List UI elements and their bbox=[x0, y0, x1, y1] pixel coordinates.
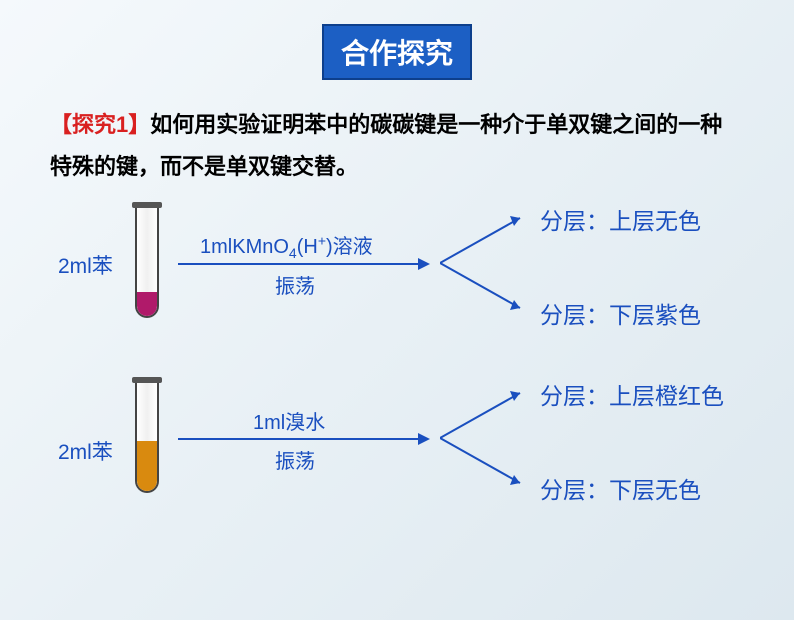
prompt-tag: 【探究1】 bbox=[50, 112, 150, 137]
exp2-branch bbox=[440, 383, 540, 503]
exp2-reagent-label: 1ml溴水 bbox=[253, 406, 325, 435]
title-box: 合作探究 bbox=[322, 24, 472, 80]
exp2-result-top: 分层：上层橙红色 bbox=[540, 377, 724, 411]
exp2-tube-cap bbox=[132, 377, 162, 383]
exp1-branch bbox=[440, 208, 540, 328]
title-text: 合作探究 bbox=[341, 38, 453, 69]
exp2-test-tube bbox=[135, 383, 159, 493]
exp1-action-label: 振荡 bbox=[275, 270, 315, 299]
prompt-paragraph: 【探究1】如何用实验证明苯中的碳碳键是一种介于单双键之间的一种特殊的键，而不是单… bbox=[50, 104, 744, 188]
exp2-tube-liquid bbox=[137, 441, 157, 491]
exp2-result-bottom: 分层：下层无色 bbox=[540, 471, 701, 505]
exp1-tube-cap bbox=[132, 202, 162, 208]
exp1-reagent-label: 1mlKMnO4(H+)溶液 bbox=[200, 230, 373, 261]
exp1-result-bottom: 分层：下层紫色 bbox=[540, 296, 701, 330]
exp2-action-label: 振荡 bbox=[275, 445, 315, 474]
exp2-left-label: 2ml苯 bbox=[58, 436, 113, 466]
exp1-arrow bbox=[178, 263, 428, 265]
exp1-left-label: 2ml苯 bbox=[58, 250, 113, 280]
exp1-tube-liquid bbox=[137, 292, 157, 316]
exp1-test-tube bbox=[135, 208, 159, 318]
diagram-area: 2ml苯 1mlKMnO4(H+)溶液 振荡 分层：上层无色 分层：下层紫色 2… bbox=[0, 188, 794, 568]
exp1-result-top: 分层：上层无色 bbox=[540, 202, 701, 236]
exp2-arrow bbox=[178, 438, 428, 440]
prompt-text: 如何用实验证明苯中的碳碳键是一种介于单双键之间的一种特殊的键，而不是单双键交替。 bbox=[50, 112, 722, 179]
